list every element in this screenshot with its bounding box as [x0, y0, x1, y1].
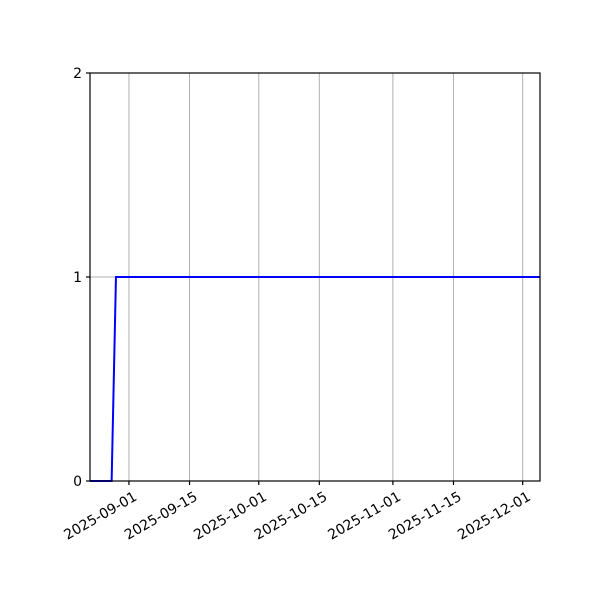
y-tick-label: 1 — [73, 270, 82, 286]
x-tick-label: 2025-12-01 — [455, 489, 533, 544]
data-line — [90, 276, 540, 482]
y-tick-label: 0 — [73, 474, 82, 490]
y-tick-label: 2 — [73, 66, 82, 82]
